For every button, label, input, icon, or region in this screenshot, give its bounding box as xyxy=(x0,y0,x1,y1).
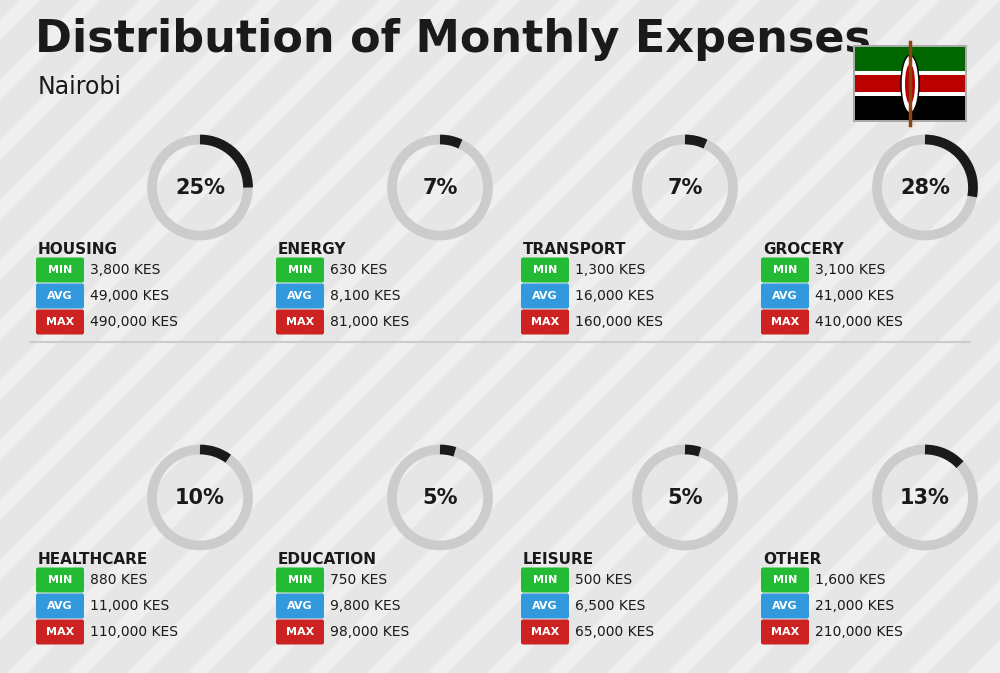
Text: 7%: 7% xyxy=(422,178,458,197)
Text: AVG: AVG xyxy=(47,291,73,301)
Text: 630 KES: 630 KES xyxy=(330,263,387,277)
Ellipse shape xyxy=(905,64,915,104)
Text: 41,000 KES: 41,000 KES xyxy=(815,289,894,303)
Text: 49,000 KES: 49,000 KES xyxy=(90,289,169,303)
Text: 750 KES: 750 KES xyxy=(330,573,387,587)
Text: MAX: MAX xyxy=(286,317,314,327)
Text: 81,000 KES: 81,000 KES xyxy=(330,315,409,329)
Text: 3,800 KES: 3,800 KES xyxy=(90,263,160,277)
Text: MIN: MIN xyxy=(773,575,797,585)
FancyBboxPatch shape xyxy=(36,620,84,645)
FancyBboxPatch shape xyxy=(521,620,569,645)
FancyBboxPatch shape xyxy=(276,620,324,645)
FancyBboxPatch shape xyxy=(521,310,569,334)
Text: MIN: MIN xyxy=(288,575,312,585)
Text: 3,100 KES: 3,100 KES xyxy=(815,263,885,277)
Text: MAX: MAX xyxy=(46,317,74,327)
Text: 880 KES: 880 KES xyxy=(90,573,147,587)
FancyBboxPatch shape xyxy=(761,258,809,283)
Text: AVG: AVG xyxy=(772,601,798,611)
Text: 210,000 KES: 210,000 KES xyxy=(815,625,903,639)
Text: 65,000 KES: 65,000 KES xyxy=(575,625,654,639)
Text: 8,100 KES: 8,100 KES xyxy=(330,289,400,303)
Bar xyxy=(855,47,965,71)
Bar xyxy=(855,96,965,120)
Text: AVG: AVG xyxy=(287,291,313,301)
Text: EDUCATION: EDUCATION xyxy=(278,552,377,567)
Text: 13%: 13% xyxy=(900,487,950,507)
FancyBboxPatch shape xyxy=(276,310,324,334)
Text: Distribution of Monthly Expenses: Distribution of Monthly Expenses xyxy=(35,18,871,61)
Text: 98,000 KES: 98,000 KES xyxy=(330,625,409,639)
FancyBboxPatch shape xyxy=(761,310,809,334)
Text: HEALTHCARE: HEALTHCARE xyxy=(38,552,148,567)
FancyBboxPatch shape xyxy=(521,283,569,308)
FancyBboxPatch shape xyxy=(36,567,84,592)
Text: MIN: MIN xyxy=(48,575,72,585)
Text: 10%: 10% xyxy=(175,487,225,507)
Text: AVG: AVG xyxy=(287,601,313,611)
Text: AVG: AVG xyxy=(772,291,798,301)
Text: 11,000 KES: 11,000 KES xyxy=(90,599,169,613)
FancyBboxPatch shape xyxy=(276,594,324,618)
Text: 410,000 KES: 410,000 KES xyxy=(815,315,903,329)
Bar xyxy=(855,71,965,75)
Text: MAX: MAX xyxy=(531,317,559,327)
FancyBboxPatch shape xyxy=(36,310,84,334)
Bar xyxy=(853,45,967,122)
Text: LEISURE: LEISURE xyxy=(523,552,594,567)
Text: 160,000 KES: 160,000 KES xyxy=(575,315,663,329)
Text: 28%: 28% xyxy=(900,178,950,197)
Text: MIN: MIN xyxy=(533,265,557,275)
FancyBboxPatch shape xyxy=(276,258,324,283)
FancyBboxPatch shape xyxy=(36,594,84,618)
FancyBboxPatch shape xyxy=(36,283,84,308)
Text: MIN: MIN xyxy=(288,265,312,275)
FancyBboxPatch shape xyxy=(521,594,569,618)
Text: 500 KES: 500 KES xyxy=(575,573,632,587)
FancyBboxPatch shape xyxy=(276,283,324,308)
Text: MAX: MAX xyxy=(286,627,314,637)
Text: TRANSPORT: TRANSPORT xyxy=(523,242,626,257)
Bar xyxy=(855,71,965,96)
Text: 21,000 KES: 21,000 KES xyxy=(815,599,894,613)
Text: 16,000 KES: 16,000 KES xyxy=(575,289,654,303)
FancyBboxPatch shape xyxy=(761,283,809,308)
Text: 7%: 7% xyxy=(667,178,703,197)
FancyBboxPatch shape xyxy=(276,567,324,592)
Text: HOUSING: HOUSING xyxy=(38,242,118,257)
Text: OTHER: OTHER xyxy=(763,552,821,567)
Ellipse shape xyxy=(901,55,919,113)
Text: AVG: AVG xyxy=(532,601,558,611)
Text: MIN: MIN xyxy=(48,265,72,275)
FancyBboxPatch shape xyxy=(761,594,809,618)
FancyBboxPatch shape xyxy=(521,567,569,592)
Text: 9,800 KES: 9,800 KES xyxy=(330,599,400,613)
Text: MAX: MAX xyxy=(46,627,74,637)
Text: GROCERY: GROCERY xyxy=(763,242,844,257)
Text: AVG: AVG xyxy=(47,601,73,611)
Text: 6,500 KES: 6,500 KES xyxy=(575,599,645,613)
Text: MAX: MAX xyxy=(531,627,559,637)
FancyBboxPatch shape xyxy=(761,620,809,645)
Text: MIN: MIN xyxy=(773,265,797,275)
Bar xyxy=(855,92,965,96)
Text: Nairobi: Nairobi xyxy=(38,75,122,99)
Text: 5%: 5% xyxy=(667,487,703,507)
FancyBboxPatch shape xyxy=(761,567,809,592)
Text: MAX: MAX xyxy=(771,317,799,327)
Text: 490,000 KES: 490,000 KES xyxy=(90,315,178,329)
Text: ENERGY: ENERGY xyxy=(278,242,347,257)
Text: 110,000 KES: 110,000 KES xyxy=(90,625,178,639)
Text: MAX: MAX xyxy=(771,627,799,637)
FancyBboxPatch shape xyxy=(36,258,84,283)
Text: MIN: MIN xyxy=(533,575,557,585)
Text: 1,300 KES: 1,300 KES xyxy=(575,263,645,277)
FancyBboxPatch shape xyxy=(521,258,569,283)
Text: 5%: 5% xyxy=(422,487,458,507)
Text: AVG: AVG xyxy=(532,291,558,301)
Text: 1,600 KES: 1,600 KES xyxy=(815,573,886,587)
Text: 25%: 25% xyxy=(175,178,225,197)
